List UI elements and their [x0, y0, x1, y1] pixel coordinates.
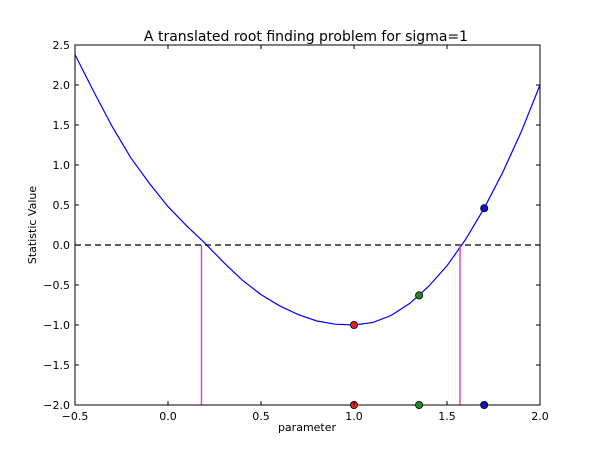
data-point-1: [349, 320, 358, 329]
y-tick-label: −0.5: [43, 279, 70, 292]
plot-frame: [74, 44, 541, 406]
x-axis-label: parameter: [278, 421, 337, 434]
data-point-4: [415, 400, 424, 409]
statistic-curve: [75, 54, 540, 326]
x-tick-label: 0.5: [252, 410, 270, 423]
chart-title: A translated root finding problem for si…: [144, 29, 468, 45]
y-tick-label: 2.5: [53, 39, 71, 52]
x-tick-label: 0.0: [159, 410, 177, 423]
y-tick-label: 2.0: [53, 79, 71, 92]
y-tick-label: −1.0: [43, 319, 70, 332]
y-tick-label: −2.0: [43, 399, 70, 412]
y-axis-label: Statistic Value: [26, 186, 39, 264]
x-tick-label: −0.5: [62, 410, 89, 423]
y-tick-label: −1.5: [43, 359, 70, 372]
y-tick-label: 1.5: [53, 119, 71, 132]
data-point-3: [415, 291, 424, 300]
y-tick-label: 0.5: [53, 199, 71, 212]
x-tick-label: 1.5: [438, 410, 456, 423]
x-tick-label: 1.0: [345, 410, 363, 423]
x-tick-label: 2.0: [531, 410, 549, 423]
y-tick-label: 0.0: [53, 239, 71, 252]
data-point-5: [480, 204, 489, 213]
data-point-6: [480, 400, 489, 409]
y-tick-label: 1.0: [53, 159, 71, 172]
